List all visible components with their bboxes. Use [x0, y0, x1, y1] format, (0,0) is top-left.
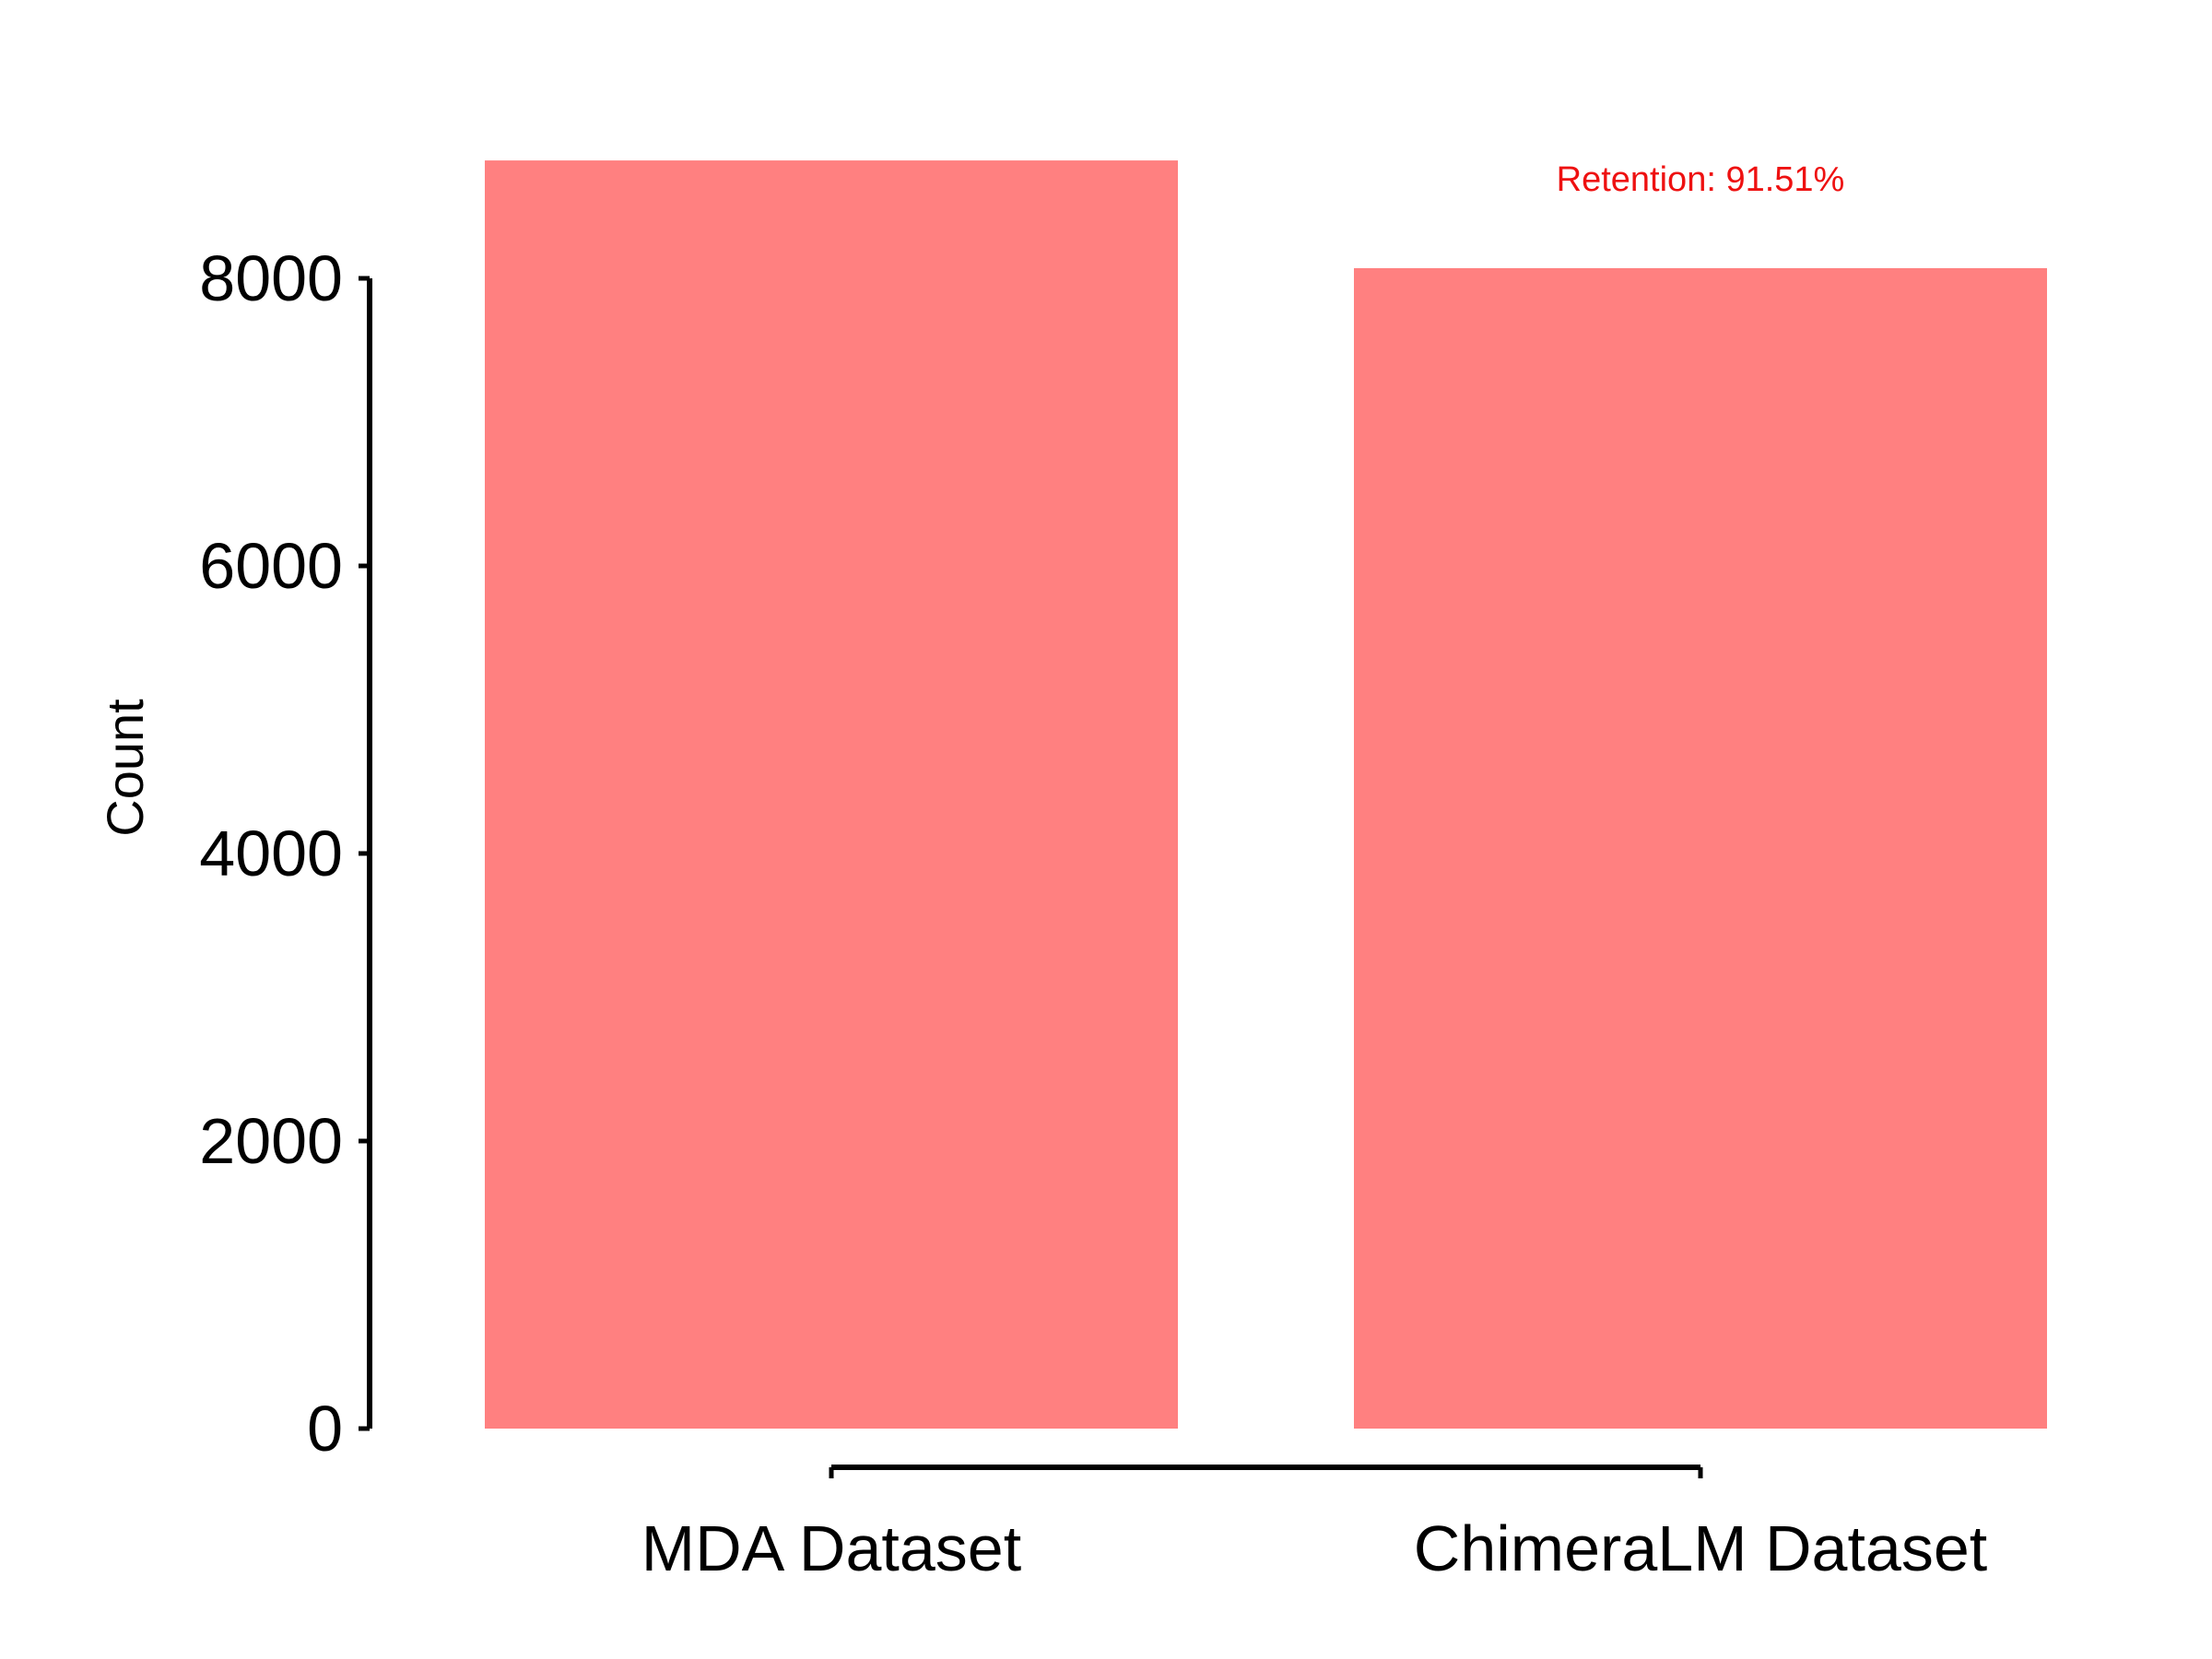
x-ticks-layer: MDA Dataset ChimeraLM Dataset [641, 1467, 1987, 1584]
retention-annotation: Retention: 91.51% [1557, 160, 1845, 199]
bar-chimeralm-dataset [1354, 267, 2047, 1429]
y-tick-label: 4000 [199, 818, 343, 889]
x-tick-label: MDA Dataset [641, 1512, 1021, 1584]
y-tick-label: 2000 [199, 1105, 343, 1177]
x-tick-label: ChimeraLM Dataset [1414, 1512, 1987, 1584]
annotations-layer: Retention: 91.51% [1557, 160, 1845, 199]
bar-mda-dataset [485, 160, 1178, 1430]
y-tick-label: 6000 [199, 530, 343, 602]
y-ticks-layer: 0 2000 4000 6000 8000 [199, 242, 370, 1465]
bars-layer [485, 160, 2047, 1430]
y-axis-title: Count [96, 699, 154, 837]
y-tick-label: 0 [307, 1393, 343, 1465]
y-tick-label: 8000 [199, 242, 343, 314]
